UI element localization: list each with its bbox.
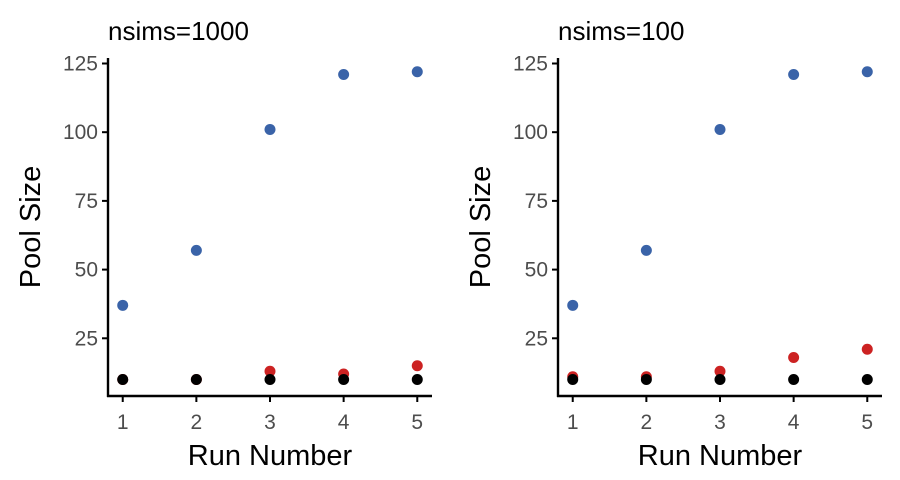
y-tick-label: 100: [513, 121, 548, 144]
x-tick-label: 5: [411, 411, 423, 434]
data-point: [567, 299, 579, 311]
data-point: [117, 374, 129, 386]
data-point: [714, 365, 726, 377]
data-point: [264, 374, 276, 386]
data-point: [788, 374, 800, 386]
data-point: [788, 352, 800, 364]
y-tick-label: 25: [75, 327, 98, 350]
x-tick-label: 2: [641, 411, 653, 434]
panel-nsims-1000: nsims=1000 25 50 75 100 125 1 2 3 4 5 Run Number Po…: [15, 16, 432, 472]
data-point: [264, 123, 276, 135]
y-tick-label: 50: [75, 259, 98, 282]
y-tick-label: 125: [513, 52, 548, 75]
x-axis-title: Run Number: [638, 440, 803, 472]
y-tick-label: 75: [75, 190, 98, 213]
data-point: [714, 123, 726, 135]
y-tick-label: 75: [525, 190, 548, 213]
data-point: [190, 374, 202, 386]
y-axis-title: Pool Size: [465, 166, 497, 289]
x-tick-label: 3: [264, 411, 276, 434]
x-tick-label: 5: [861, 411, 873, 434]
data-point: [788, 68, 800, 80]
panel-nsims-100: nsims=100 25 50 75 100 125 1 2 3 4 5 Run Number Poo…: [465, 16, 882, 472]
data-point: [714, 374, 726, 386]
x-tick-label: 4: [338, 411, 350, 434]
data-point: [190, 244, 202, 256]
data-point: [640, 374, 652, 386]
data-point: [411, 360, 423, 372]
panel-title: nsims=100: [558, 16, 684, 46]
y-axis-title: Pool Size: [15, 166, 47, 289]
y-tick-label: 25: [525, 327, 548, 350]
data-point: [861, 66, 873, 78]
data-point: [338, 68, 350, 80]
x-tick-label: 4: [788, 411, 800, 434]
x-axis-title: Run Number: [188, 440, 353, 472]
data-point: [264, 365, 276, 377]
data-point: [411, 374, 423, 386]
panel-title: nsims=1000: [108, 16, 249, 46]
data-point: [861, 374, 873, 386]
y-tick-label: 50: [525, 259, 548, 282]
data-point: [567, 374, 579, 386]
x-tick-label: 2: [191, 411, 203, 434]
data-point: [640, 244, 652, 256]
x-tick-label: 1: [567, 411, 579, 434]
y-tick-label: 100: [63, 121, 98, 144]
data-point: [861, 343, 873, 355]
data-point: [411, 66, 423, 78]
x-tick-label: 1: [117, 411, 129, 434]
data-point: [338, 374, 350, 386]
x-tick-label: 3: [714, 411, 726, 434]
y-tick-label: 125: [63, 52, 98, 75]
data-point: [117, 299, 129, 311]
